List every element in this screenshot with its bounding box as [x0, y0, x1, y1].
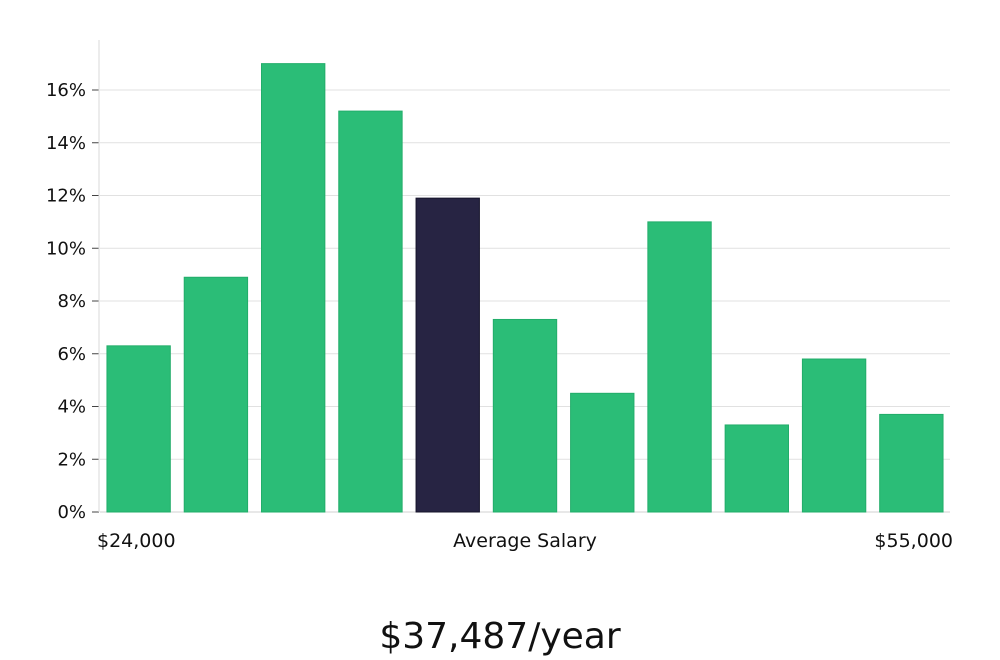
histogram-bar-highlighted	[415, 197, 480, 513]
y-tick-label: 14%	[46, 133, 86, 154]
y-tick-label: 12%	[46, 186, 86, 207]
y-tick-label: 0%	[57, 502, 86, 523]
histogram-bar	[492, 318, 558, 513]
y-tick-label: 8%	[57, 291, 86, 312]
y-tick-label: 4%	[57, 397, 86, 418]
histogram-bar	[183, 276, 249, 513]
x-label-max: $55,000	[874, 530, 953, 552]
y-tick-label: 6%	[57, 344, 86, 365]
histogram-bars	[106, 63, 944, 513]
average-salary-value: $37,487/year	[379, 616, 621, 657]
histogram-bar	[724, 424, 790, 513]
x-label-min: $24,000	[97, 530, 176, 552]
y-tick-label: 10%	[46, 238, 86, 259]
y-tick-label: 16%	[46, 80, 86, 101]
histogram-bar	[801, 358, 867, 513]
histogram-bar	[879, 413, 944, 513]
histogram-bar	[261, 63, 326, 513]
histogram-bar	[338, 110, 403, 513]
x-label-center: Average Salary	[453, 530, 597, 552]
y-tick-label: 2%	[57, 449, 86, 470]
y-axis-tick-labels: 0% 2% 4% 6% 8% 10% 12% 14% 16%	[46, 80, 99, 523]
histogram-bar	[106, 345, 171, 513]
histogram-bar	[647, 221, 712, 513]
histogram-bar	[570, 392, 635, 513]
